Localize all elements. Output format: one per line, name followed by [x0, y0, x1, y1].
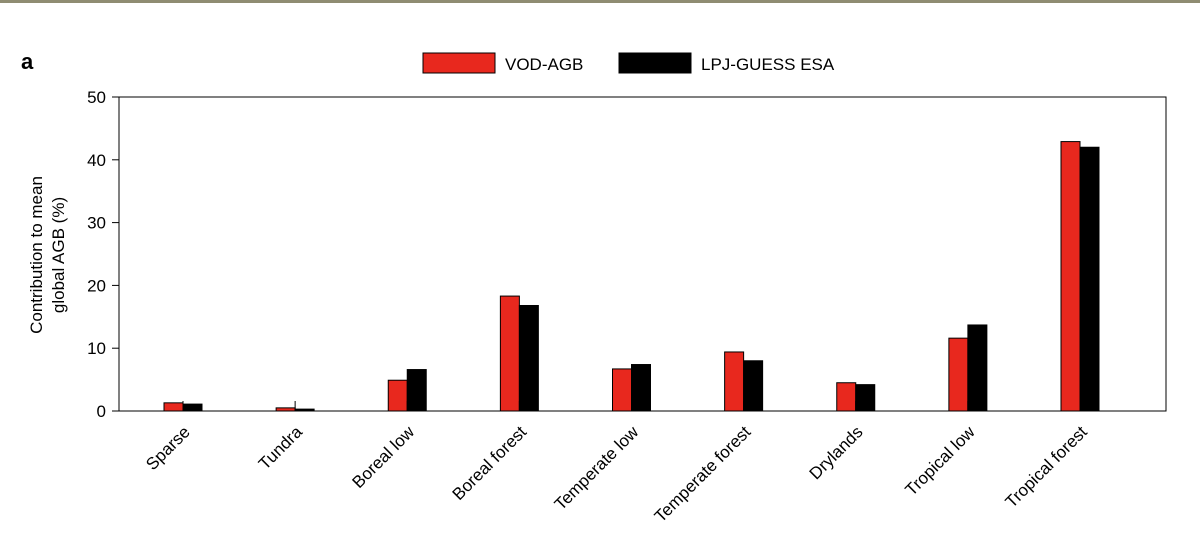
bar-lpj-guess-esa	[967, 324, 988, 412]
x-tick-label: Boreal forest	[449, 422, 531, 504]
bars	[163, 141, 1100, 412]
y-axis-title: Contribution to mean global AGB (%)	[27, 176, 68, 334]
bar-vod-agb	[724, 351, 745, 412]
y-axis: 0 10 20 30 40 50	[87, 88, 119, 421]
legend: VOD-AGB LPJ-GUESS ESA	[422, 52, 835, 74]
bar-vod-agb	[836, 382, 857, 412]
bar-lpj-guess-esa	[631, 364, 651, 412]
plot-frame	[118, 96, 1167, 412]
bar-lpj-guess-esa	[182, 403, 203, 412]
legend-swatch-vod-agb	[422, 52, 496, 74]
legend-label-lpj-guess-esa: LPJ-GUESS ESA	[701, 55, 835, 74]
x-tick-label: Tropical low	[902, 422, 980, 500]
x-tick-label: Boreal low	[349, 422, 419, 492]
y-axis-title-line2: global AGB (%)	[49, 197, 68, 313]
bar-vod-agb	[948, 337, 969, 412]
x-tick-label: Temperate forest	[651, 422, 755, 526]
bar-lpj-guess-esa	[406, 369, 427, 412]
x-tick-label: Sparse	[142, 422, 194, 474]
x-tick-label: Drylands	[806, 422, 867, 483]
bar-lpj-guess-esa	[518, 304, 539, 412]
bar-vod-agb	[499, 295, 520, 412]
y-tick-label: 40	[87, 151, 106, 170]
bar-vod-agb	[1060, 141, 1081, 412]
y-tick-label: 0	[97, 402, 106, 421]
bar-vod-agb	[163, 402, 184, 412]
legend-swatch-lpj-guess-esa	[618, 52, 692, 74]
bar-vod-agb	[612, 368, 632, 412]
bar-lpj-guess-esa	[743, 360, 764, 412]
bar-vod-agb	[387, 379, 408, 412]
y-axis-title-line1: Contribution to mean	[27, 176, 46, 334]
bar-lpj-guess-esa	[855, 384, 876, 412]
legend-label-vod-agb: VOD-AGB	[505, 55, 583, 74]
x-tick-label: Temperate low	[551, 422, 643, 514]
x-tick-label: Tropical forest	[1002, 422, 1091, 511]
y-tick-label: 10	[87, 339, 106, 358]
y-tick-label: 30	[87, 214, 106, 233]
y-tick-label: 20	[87, 276, 106, 295]
bar-lpj-guess-esa	[1079, 146, 1100, 412]
x-tick-label: Tundra	[255, 422, 306, 473]
top-rule	[0, 0, 1200, 3]
x-axis: Sparse Tundra Boreal low Boreal forest Tempe…	[142, 401, 1091, 526]
panel-label: a	[21, 49, 34, 74]
y-tick-label: 50	[87, 88, 106, 107]
